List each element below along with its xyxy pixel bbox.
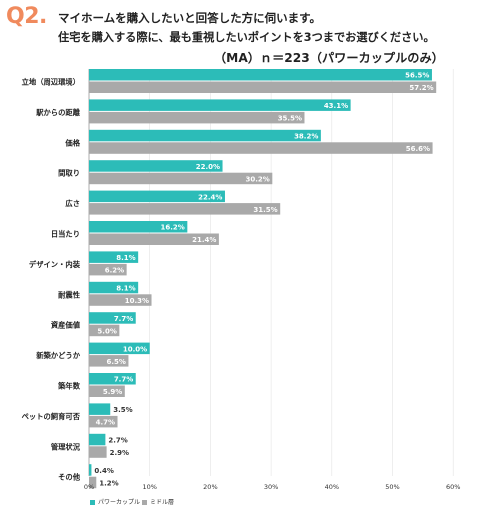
data-label: 10.3%: [125, 297, 149, 305]
bar-series-1: [89, 464, 92, 476]
legend-item-series-2: ミドル層: [142, 497, 174, 506]
data-label: 5.9%: [103, 388, 122, 396]
question-line-3: （MA）ｎ＝223（パワーカップルのみ）: [214, 51, 444, 65]
data-label: 2.7%: [108, 437, 127, 445]
bar-series-1: [89, 312, 136, 324]
data-label: 21.4%: [192, 236, 216, 244]
x-tick-label: 60%: [446, 483, 460, 491]
category-label: 価格: [64, 138, 80, 147]
data-label: 6.2%: [105, 267, 124, 275]
legend-swatch-series-1: [90, 500, 95, 505]
x-tick-label: 20%: [203, 483, 217, 491]
category-label: 日当たり: [51, 230, 80, 239]
bar-series-1: [89, 129, 321, 142]
x-tick-label: 10%: [142, 483, 156, 491]
bar-series-2: [89, 294, 152, 306]
bar-series-1: [89, 190, 225, 203]
bar-series-2: [89, 203, 281, 215]
data-label: 56.5%: [405, 72, 429, 80]
data-label: 8.1%: [116, 254, 135, 262]
data-label: 38.2%: [294, 133, 318, 141]
bar-series-2: [89, 446, 107, 458]
question-line-2: 住宅を購入する際に、最も重視したいポイントを3つまでお選びください。: [58, 31, 435, 44]
data-label: 31.5%: [253, 206, 277, 214]
bar-series-1: [89, 373, 136, 385]
data-label: 57.2%: [409, 84, 433, 92]
data-label: 43.1%: [324, 102, 348, 110]
category-label: 駅からの距離: [36, 108, 80, 117]
legend-label-series-2: ミドル層: [150, 499, 175, 506]
category-label: 新築かどうか: [36, 351, 80, 360]
bar-series-2: [89, 111, 305, 124]
data-label: 2.9%: [110, 449, 129, 457]
data-label: 4.7%: [96, 419, 115, 427]
bar-series-1: [89, 403, 111, 415]
bar-series-2: [89, 476, 97, 489]
bar-series-1: [89, 160, 223, 172]
category-label: 築年数: [57, 382, 81, 391]
bar-series-2: [89, 385, 125, 397]
legend-label-series-1: パワーカップル: [98, 499, 141, 506]
data-label: 6.5%: [107, 358, 126, 366]
bar-series-1: [89, 281, 139, 294]
x-tick-label: 30%: [264, 483, 278, 491]
bar-series-1: [89, 221, 188, 233]
category-label: その他: [58, 473, 81, 482]
data-label: 22.4%: [198, 193, 222, 201]
bars: [89, 69, 437, 489]
bar-series-2: [89, 324, 120, 337]
data-label: 35.5%: [278, 115, 302, 123]
bar-series-1: [89, 99, 351, 111]
data-label: 5.0%: [97, 327, 116, 335]
data-label: 30.2%: [246, 175, 270, 183]
category-labels: 立地（周辺環境） 駅からの距離価格間取り広さ日当たりデザイン・内装耐震性資産価値新…: [22, 78, 81, 482]
data-label: 10.0%: [123, 345, 147, 353]
data-labels: 56.5% 57.2% 43.1% 35.5% 38.2% 56.6% 22.0% 30.2%…: [94, 72, 433, 488]
bar-series-1: [89, 251, 139, 263]
category-label: 耐震性: [58, 290, 81, 299]
bar-series-2: [89, 415, 118, 428]
bar-series-1: [89, 342, 150, 355]
data-label: 3.5%: [113, 406, 132, 414]
bar-series-2: [89, 355, 129, 367]
x-tick-label: 40%: [325, 483, 339, 491]
category-label: デザイン・内装: [29, 260, 81, 269]
x-tick-label: 50%: [385, 483, 399, 491]
data-label: 7.7%: [114, 315, 133, 323]
legend-swatch-series-2: [142, 500, 147, 505]
data-label: 1.2%: [99, 479, 118, 487]
chart-header: Q2. マイホームを購入したいと回答した方に伺います。 住宅を購入する際に、最も…: [0, 0, 492, 70]
data-label: 16.2%: [161, 224, 185, 232]
x-axis-ticks: 0% 10% 20% 30% 40% 50% 60%: [84, 483, 461, 491]
category-label: ペットの飼育可否: [22, 412, 81, 421]
category-label: 立地（周辺環境）: [22, 78, 80, 87]
bar-series-2: [89, 81, 437, 93]
data-label: 7.7%: [114, 376, 133, 384]
data-label: 8.1%: [116, 285, 135, 293]
legend-item-series-1: パワーカップル: [90, 497, 140, 506]
category-label: 間取り: [58, 169, 80, 178]
question-line-1: マイホームを購入したいと回答した方に伺います。: [58, 11, 322, 25]
question-number: Q2.: [6, 4, 47, 29]
bar-series-1: [89, 69, 432, 81]
category-label: 資産価値: [51, 321, 81, 330]
data-label: 0.4%: [94, 467, 113, 475]
category-label: 広さ: [65, 199, 80, 208]
bar-series-2: [89, 172, 273, 185]
data-label: 22.0%: [196, 163, 220, 171]
data-label: 56.6%: [406, 145, 430, 153]
bar-series-2: [89, 142, 433, 154]
bar-series-2: [89, 263, 127, 276]
bar-series-1: [89, 433, 106, 446]
bar-series-2: [89, 233, 219, 245]
category-label: 管理状況: [51, 442, 81, 451]
x-tick-label: 0%: [84, 483, 94, 491]
